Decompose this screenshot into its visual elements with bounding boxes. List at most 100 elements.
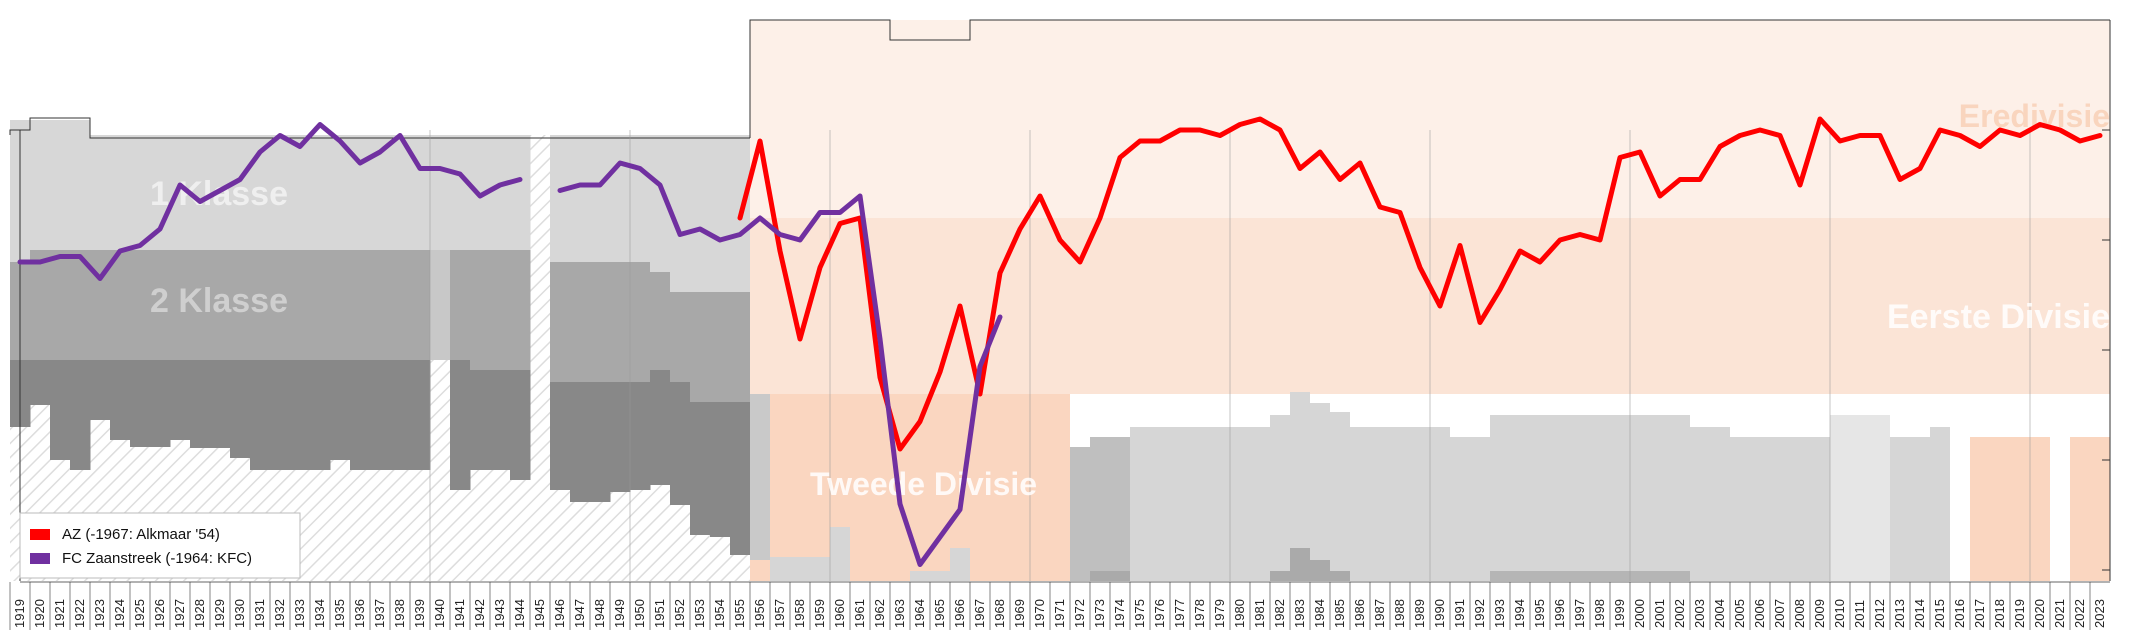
year-tick-label: 1991 <box>1452 599 1467 628</box>
tier-band <box>650 272 671 370</box>
tier-band <box>170 250 191 360</box>
tier-band <box>610 382 631 492</box>
axis-band <box>20 582 2110 630</box>
tier-band <box>410 360 431 470</box>
year-tick-label: 2023 <box>2092 599 2107 628</box>
tier-band <box>370 135 391 250</box>
year-tick-label: 1953 <box>692 599 707 628</box>
lower-tier-block <box>1090 571 1130 581</box>
legend-entry: AZ (-1967: Alkmaar '54) <box>62 526 220 543</box>
legend: AZ (-1967: Alkmaar '54) FC Zaanstreek (-1… <box>19 512 301 579</box>
tier-band <box>130 135 151 250</box>
tier-band <box>190 360 211 448</box>
series-line-1 <box>17 122 523 281</box>
tier-band <box>510 135 531 250</box>
tier-band <box>190 250 211 360</box>
year-tick-label: 1965 <box>932 599 947 628</box>
year-tick-label: 2011 <box>1852 600 1867 628</box>
year-tick-label: 1936 <box>352 599 367 628</box>
year-tick-label: 1988 <box>1392 599 1407 628</box>
tier-band <box>290 360 311 470</box>
tier-band <box>230 135 251 250</box>
tier-band <box>570 262 591 382</box>
lower-tier-block <box>750 394 770 560</box>
year-tick-label: 2004 <box>1712 599 1727 628</box>
tier-band <box>390 135 411 250</box>
tweede-divisie-band <box>1970 437 2060 581</box>
year-tick-label: 1932 <box>272 599 287 628</box>
tier-band <box>710 135 731 292</box>
series-line-1 <box>557 160 1003 567</box>
lower-tier-block <box>1310 403 1330 581</box>
tier-outline <box>749 19 2110 138</box>
year-tick-label: 2020 <box>2032 599 2047 628</box>
legend-swatch <box>30 529 50 540</box>
year-tick-label: 1995 <box>1532 599 1547 628</box>
tier-band <box>510 250 531 370</box>
year-tick-label: 1981 <box>1252 599 1267 628</box>
year-tick-label: 1952 <box>672 599 687 628</box>
lower-tier-block <box>1890 437 1930 581</box>
tier-band <box>650 370 671 485</box>
tier-band <box>270 360 291 470</box>
year-tick-label: 1927 <box>172 599 187 628</box>
year-tick-label: 1948 <box>592 599 607 628</box>
year-tick-label: 1967 <box>972 599 987 628</box>
year-tick-label: 1929 <box>212 599 227 628</box>
tier-band <box>670 382 691 505</box>
tier-band <box>350 135 371 250</box>
tier-band <box>410 135 431 250</box>
lower-tier-block <box>1130 427 1270 581</box>
year-tick-label: 2000 <box>1632 599 1647 628</box>
lower-tier-block <box>910 571 950 581</box>
year-tick-label: 1943 <box>492 599 507 628</box>
year-tick-label: 1959 <box>812 599 827 628</box>
tier-band <box>230 360 251 458</box>
tier-band <box>550 135 571 262</box>
year-tick-label: 1956 <box>752 599 767 628</box>
tier-band <box>470 250 491 370</box>
year-tick-label: 1939 <box>412 599 427 628</box>
year-tick-label: 1924 <box>112 599 127 628</box>
tier-band <box>630 262 651 382</box>
tier-band <box>730 292 751 402</box>
year-tick-label: 1985 <box>1332 599 1347 628</box>
series-line-0 <box>737 116 2103 452</box>
year-tick-label: 2021 <box>2052 599 2067 628</box>
tier-band <box>250 135 271 250</box>
tier-band <box>690 292 711 402</box>
year-tick-label: 1974 <box>1112 599 1127 628</box>
tier-label: 2 Klasse <box>150 282 288 320</box>
tier-band <box>30 360 51 405</box>
legend-entry: FC Zaanstreek (-1964: KFC) <box>62 550 252 567</box>
tier-band <box>350 250 371 360</box>
tier-band <box>150 360 171 447</box>
year-tick-label: 1964 <box>912 599 927 628</box>
tier-band <box>570 135 591 262</box>
lower-tier-block <box>1290 548 1310 581</box>
lower-tier-block <box>1350 427 1450 581</box>
year-tick-label: 1958 <box>792 599 807 628</box>
tier-band <box>50 250 71 360</box>
year-tick-label: 1933 <box>292 599 307 628</box>
tier-band <box>290 250 311 360</box>
year-tick-label: 1942 <box>472 599 487 628</box>
tier-band <box>630 382 651 490</box>
year-tick-label: 1962 <box>872 599 887 628</box>
tier-label: Tweede Divisie <box>810 466 1037 502</box>
year-tick-label: 1993 <box>1492 599 1507 628</box>
lower-tier-block <box>1830 415 1890 581</box>
tier-band <box>310 360 331 470</box>
tier-band <box>170 360 191 440</box>
year-tick-label: 1922 <box>72 599 87 628</box>
tweede-divisie-band <box>2070 437 2110 581</box>
tier-band <box>370 360 391 470</box>
tier-band <box>70 250 91 360</box>
tier-band <box>710 292 731 402</box>
year-tick-label: 1986 <box>1352 599 1367 628</box>
year-tick-label: 1931 <box>252 599 267 628</box>
tier-band <box>230 250 251 360</box>
tier-band <box>470 370 491 470</box>
